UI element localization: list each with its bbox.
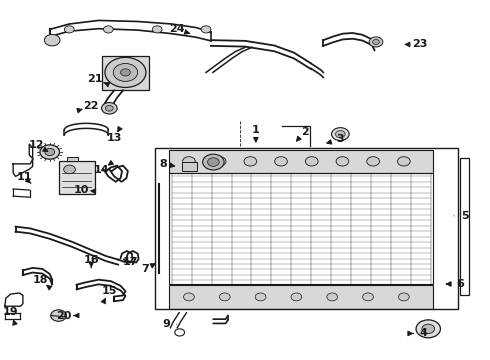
Circle shape: [255, 293, 266, 301]
Circle shape: [327, 293, 338, 301]
Text: 1: 1: [252, 125, 260, 135]
Circle shape: [201, 26, 211, 33]
Circle shape: [275, 157, 288, 166]
Circle shape: [45, 148, 55, 156]
Text: 11: 11: [17, 172, 32, 182]
Circle shape: [105, 105, 113, 111]
Circle shape: [113, 63, 138, 81]
Text: 19: 19: [3, 307, 19, 317]
Circle shape: [336, 131, 345, 138]
Circle shape: [416, 320, 441, 338]
Bar: [102, 56, 149, 90]
Circle shape: [152, 26, 162, 33]
Circle shape: [40, 145, 59, 159]
Bar: [182, 162, 197, 171]
Text: 6: 6: [456, 279, 464, 289]
Text: 4: 4: [419, 328, 427, 338]
Circle shape: [101, 103, 117, 114]
Text: 8: 8: [159, 159, 167, 169]
Text: 10: 10: [74, 185, 89, 195]
Text: 15: 15: [101, 286, 117, 296]
Text: 17: 17: [122, 257, 138, 267]
Circle shape: [203, 154, 224, 170]
Circle shape: [213, 157, 226, 166]
Circle shape: [184, 293, 195, 301]
Text: 20: 20: [56, 311, 71, 320]
Text: 13: 13: [106, 133, 122, 143]
Circle shape: [220, 293, 230, 301]
Circle shape: [291, 293, 302, 301]
Circle shape: [369, 37, 383, 47]
Circle shape: [372, 40, 379, 44]
Text: 21: 21: [87, 74, 102, 84]
Circle shape: [183, 157, 196, 166]
Bar: [67, 157, 78, 161]
Circle shape: [64, 26, 74, 33]
Circle shape: [105, 57, 146, 87]
Circle shape: [336, 157, 349, 166]
Circle shape: [422, 324, 435, 333]
Circle shape: [244, 157, 257, 166]
Text: 2: 2: [301, 127, 309, 136]
Circle shape: [51, 310, 66, 321]
Circle shape: [363, 293, 373, 301]
Text: 3: 3: [337, 135, 344, 144]
Text: 24: 24: [169, 24, 185, 35]
Bar: [58, 161, 95, 194]
Text: 7: 7: [141, 264, 149, 274]
Text: 23: 23: [412, 40, 428, 49]
Circle shape: [398, 293, 409, 301]
Bar: [460, 158, 469, 295]
Circle shape: [103, 26, 113, 33]
Circle shape: [367, 157, 379, 166]
Circle shape: [332, 128, 349, 140]
Text: 5: 5: [461, 211, 469, 221]
Text: 16: 16: [83, 255, 99, 265]
Bar: [155, 148, 458, 309]
Circle shape: [397, 157, 410, 166]
Text: 18: 18: [32, 275, 48, 285]
Text: 9: 9: [162, 319, 170, 329]
Text: 12: 12: [28, 140, 44, 150]
Bar: [170, 285, 433, 309]
Circle shape: [45, 35, 60, 46]
Circle shape: [64, 165, 75, 174]
Circle shape: [305, 157, 318, 166]
Circle shape: [121, 69, 130, 76]
Text: 22: 22: [83, 102, 99, 112]
Text: 14: 14: [93, 165, 109, 175]
Bar: [170, 149, 433, 173]
Circle shape: [207, 158, 219, 166]
Bar: [170, 173, 433, 284]
